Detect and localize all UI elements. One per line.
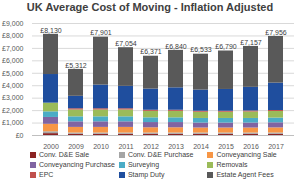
html-text:Conv. D&E Sale: Conv. D&E Sale: [39, 151, 90, 158]
svg-text:2010: 2010: [93, 143, 109, 149]
svg-text:£7,054: £7,054: [115, 40, 137, 47]
svg-text:2009: 2009: [68, 143, 84, 149]
svg-text:2011: 2011: [118, 143, 133, 149]
svg-text:£6,533: £6,533: [190, 46, 212, 53]
html-text:Conv. D&E Purchase: Conv. D&E Purchase: [127, 151, 194, 158]
svg-text:2017: 2017: [268, 143, 284, 149]
svg-text:£6,790: £6,790: [215, 43, 237, 50]
html-text:Surveying: Surveying: [127, 161, 159, 168]
svg-text:£5,312: £5,312: [65, 62, 87, 69]
svg-text:£7,000: £7,000: [2, 45, 24, 52]
svg-text:£5,000: £5,000: [2, 70, 24, 77]
svg-text:£4,000: £4,000: [2, 82, 24, 89]
html-text:Stamp Duty: Stamp Duty: [127, 171, 165, 178]
svg-text:£9,000: £9,000: [2, 20, 24, 27]
svg-text:2016: 2016: [243, 143, 259, 149]
html-text:Estate Agent Fees: Estate Agent Fees: [216, 171, 274, 178]
html-text:Conveyancing Sale: Conveyancing Sale: [216, 151, 277, 158]
html-text:EPC: EPC: [39, 171, 54, 178]
svg-text:2000: 2000: [43, 143, 59, 149]
html-text:Removals: Removals: [216, 161, 248, 168]
svg-text:2015: 2015: [218, 143, 234, 149]
svg-text:£6,371: £6,371: [140, 48, 162, 55]
svg-text:£8,130: £8,130: [40, 27, 62, 34]
svg-text:£6,000: £6,000: [2, 57, 24, 64]
svg-text:£7,157: £7,157: [240, 39, 262, 46]
svg-text:£7,956: £7,956: [265, 29, 287, 36]
svg-text:2012: 2012: [143, 143, 159, 149]
svg-text:£7,901: £7,901: [90, 29, 112, 36]
svg-text:£6,840: £6,840: [165, 43, 187, 50]
html-text:Conveyancing Purchase: Conveyancing Purchase: [39, 161, 115, 168]
svg-text:£1,000: £1,000: [2, 119, 24, 126]
svg-text:£2,000: £2,000: [2, 107, 24, 114]
svg-text:£8,000: £8,000: [2, 32, 24, 39]
svg-text:£0: £0: [16, 132, 24, 139]
html-text:UK Average Cost of Moving - In: UK Average Cost of Moving - Inflation Ad…: [26, 1, 274, 13]
svg-text:2013: 2013: [168, 143, 184, 149]
svg-text:2014: 2014: [193, 143, 209, 149]
svg-text:£3,000: £3,000: [2, 94, 24, 101]
